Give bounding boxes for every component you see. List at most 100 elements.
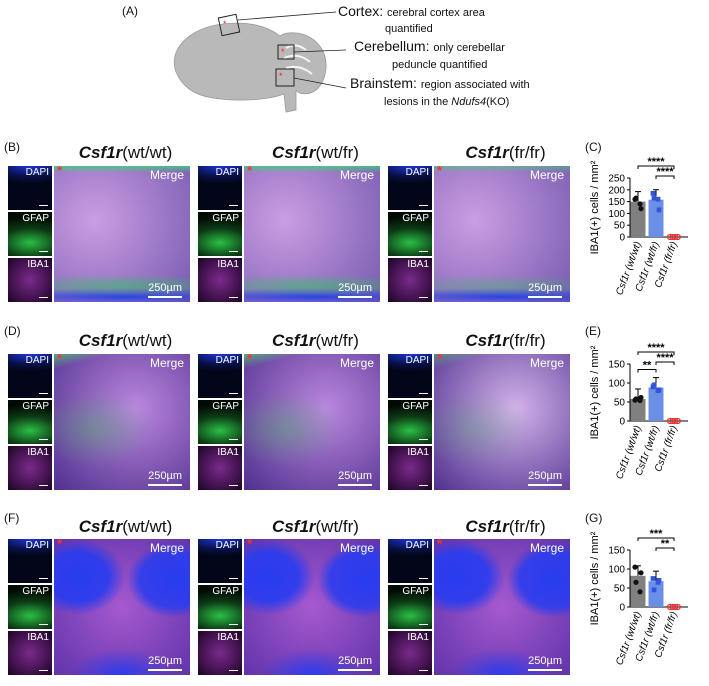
y-tick-label: 150	[608, 360, 625, 371]
significance-label: **	[661, 538, 670, 550]
iba1-channel-panel: IBA1	[8, 446, 52, 490]
scale-bar-label: 250µm	[528, 470, 562, 482]
brainstem-annotation: Brainstem: region associated with	[350, 75, 530, 91]
scale-bar-label: 250µm	[338, 282, 372, 294]
gfap-label: GFAP	[22, 401, 49, 412]
genotype-label: (fr/fr)	[508, 331, 546, 350]
panel-letter-e: (E)	[585, 324, 601, 338]
dapi-channel-panel: DAPI	[388, 539, 432, 583]
small-scale-bar	[419, 484, 428, 486]
scale-bar-label: 250µm	[528, 655, 562, 667]
gene-name: Csf1r	[272, 331, 316, 350]
small-scale-bar	[229, 296, 238, 298]
dapi-channel-panel: DAPI	[198, 166, 242, 210]
merge-label: Merge	[149, 541, 184, 555]
genotype-title-cb-2: Csf1r(wt/fr)	[243, 331, 388, 351]
dapi-label: DAPI	[215, 355, 239, 366]
small-scale-bar	[229, 577, 238, 579]
chart-c: IBA1(+) cells / mm² 050100150200250Csf1r …	[589, 156, 688, 297]
iba1-label: IBA1	[217, 632, 239, 643]
dapi-label: DAPI	[215, 167, 239, 178]
genotype-title-bs-3: Csf1r(fr/fr)	[433, 517, 578, 537]
iba1-channel-panel: IBA1	[388, 631, 432, 675]
dapi-channel-panel: DAPI	[8, 539, 52, 583]
scale-bar-label: 250µm	[148, 655, 182, 667]
data-point	[651, 587, 657, 593]
merge-image-bs-1: * Merge 250µm	[54, 539, 190, 675]
y-tick-label: 0	[619, 233, 625, 244]
dapi-label: DAPI	[25, 540, 49, 551]
small-scale-bar	[419, 438, 428, 440]
gene-name: Csf1r	[465, 143, 509, 162]
scale-bar-label: 250µm	[148, 282, 182, 294]
scale-bar	[528, 296, 562, 298]
bar-1	[648, 199, 664, 237]
panel-letter-a: (A)	[122, 4, 138, 18]
gfap-channel-panel: GFAP	[198, 400, 242, 444]
significance-label: ****	[647, 342, 665, 354]
genotype-title-cb-1: Csf1r(wt/wt)	[53, 331, 198, 351]
genotype-label: (wt/fr)	[315, 517, 359, 536]
genotype-label: (fr/fr)	[508, 143, 546, 162]
gfap-channel-panel: GFAP	[8, 212, 52, 256]
scale-bar	[148, 296, 182, 298]
small-scale-bar	[229, 484, 238, 486]
merge-label: Merge	[529, 541, 564, 555]
scale-bar	[338, 484, 372, 486]
gfap-label: GFAP	[402, 213, 429, 224]
panel-letter-d: (D)	[4, 324, 21, 338]
merge-image-bs-3: * Merge 250µm	[434, 539, 570, 675]
small-scale-bar	[419, 577, 428, 579]
region-star: *	[437, 354, 443, 366]
small-scale-bar	[39, 392, 48, 394]
scale-bar	[338, 296, 372, 298]
data-point	[637, 397, 643, 404]
region-star: *	[247, 354, 253, 366]
genotype-title-bs-2: Csf1r(wt/fr)	[243, 517, 388, 537]
y-tick-label: 200	[608, 185, 625, 196]
data-point	[638, 206, 644, 212]
small-scale-bar	[39, 623, 48, 625]
small-scale-bar	[39, 204, 48, 206]
data-point	[656, 207, 662, 213]
merge-image-cb-3: * Merge 250µm	[434, 354, 570, 490]
scale-bar	[148, 669, 182, 671]
iba1-label: IBA1	[407, 632, 429, 643]
brainstem-star: *	[279, 71, 283, 81]
iba1-channel-panel: IBA1	[8, 258, 52, 302]
merge-image-ctx-3: * Merge 250µm	[434, 166, 570, 302]
gfap-label: GFAP	[402, 401, 429, 412]
data-point	[674, 233, 681, 241]
gfap-channel-panel: GFAP	[198, 585, 242, 629]
y-axis-label: IBA1(+) cells / mm²	[589, 531, 601, 625]
merge-label: Merge	[339, 356, 374, 370]
dapi-channel-panel: DAPI	[8, 166, 52, 210]
iba1-label: IBA1	[407, 447, 429, 458]
significance-bracket	[637, 369, 657, 373]
dapi-channel-panel: DAPI	[388, 354, 432, 398]
data-point	[650, 576, 656, 581]
gene-name: Csf1r	[78, 143, 123, 162]
dapi-label: DAPI	[215, 540, 239, 551]
significance-label: ****	[656, 352, 674, 364]
cerebellum-star: *	[281, 47, 285, 57]
data-point	[633, 396, 639, 402]
data-point	[651, 195, 657, 201]
gene-name: Csf1r	[272, 143, 316, 162]
small-scale-bar	[229, 250, 238, 252]
merge-label: Merge	[339, 168, 374, 182]
cerebellum-leader	[293, 49, 347, 53]
iba1-label: IBA1	[407, 259, 429, 270]
brainstem-box	[275, 68, 295, 87]
cortex-desc-line2: quantified	[385, 23, 433, 35]
data-point	[632, 564, 638, 570]
genotype-title-ctx-1: Csf1r(wt/wt)	[53, 143, 198, 163]
small-scale-bar	[39, 484, 48, 486]
small-scale-bar	[39, 669, 48, 671]
y-tick-label: 0	[619, 603, 625, 614]
region-star: *	[247, 166, 253, 178]
brainstem-desc-line2: lesions in the Ndufs4(KO)	[384, 96, 510, 108]
data-point	[655, 196, 661, 202]
genotype-label: (wt/wt)	[122, 517, 173, 536]
data-point	[655, 388, 661, 393]
